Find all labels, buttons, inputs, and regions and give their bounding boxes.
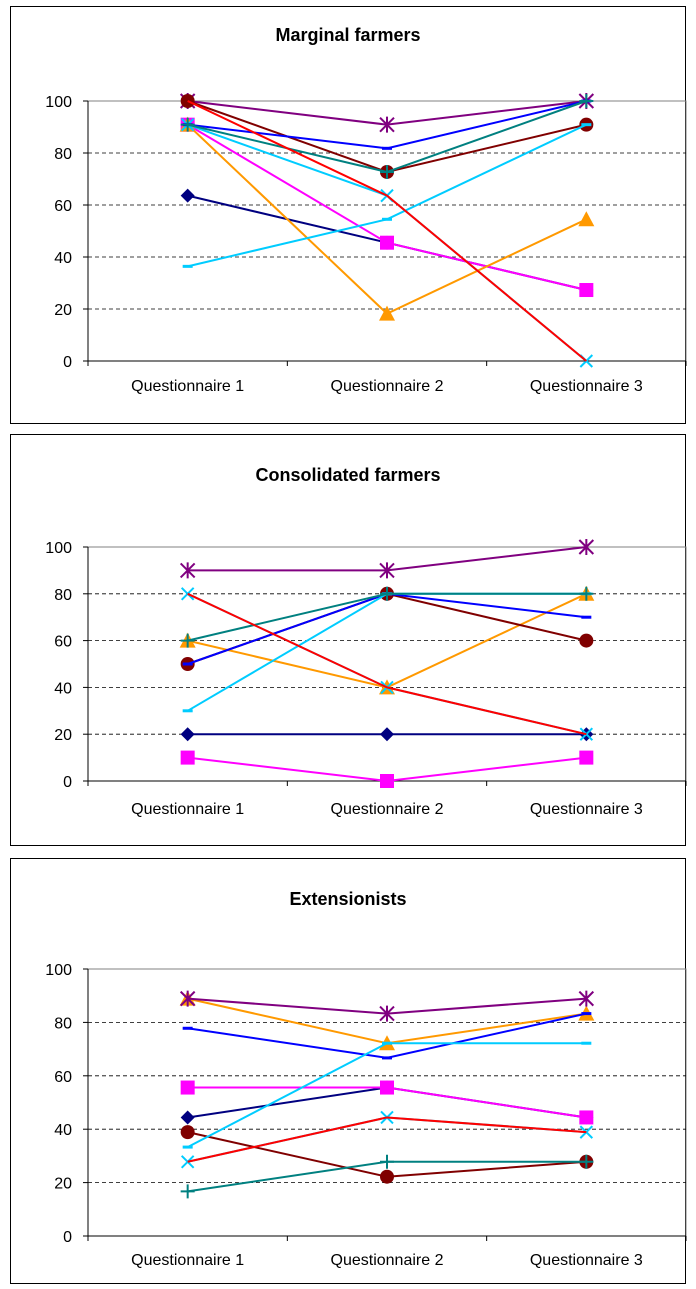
marker-dash bbox=[182, 1145, 193, 1149]
marker-dash bbox=[581, 615, 592, 619]
x-tick-label: Questionnaire 3 bbox=[530, 378, 643, 395]
series-line bbox=[187, 1116, 587, 1163]
chart-marginal-farmers: Marginal farmers 0 20 40 60 80 100 Questionnair… bbox=[10, 6, 687, 424]
y-tick-label: 80 bbox=[54, 1015, 72, 1032]
marker-star bbox=[179, 990, 196, 1007]
marker-dash bbox=[182, 264, 193, 268]
marker-star bbox=[578, 539, 595, 555]
series-8 bbox=[180, 94, 594, 179]
marker-dash bbox=[581, 123, 592, 127]
marker-plus bbox=[180, 117, 195, 132]
marker-plus bbox=[380, 164, 394, 179]
x-tick-label: Questionnaire 3 bbox=[530, 801, 643, 818]
marker-dash bbox=[382, 1041, 392, 1045]
marker-square bbox=[380, 774, 394, 788]
series-9 bbox=[187, 100, 587, 362]
marker-diamond bbox=[180, 727, 195, 742]
marker-triangle bbox=[379, 305, 395, 321]
marker-star bbox=[379, 562, 395, 579]
marker-plus bbox=[579, 94, 594, 108]
series-6 bbox=[182, 1012, 592, 1060]
marker-square bbox=[380, 1080, 394, 1095]
x-tick-label: Questionnaire 1 bbox=[131, 801, 244, 818]
series-line bbox=[187, 592, 587, 736]
series-1 bbox=[180, 117, 594, 298]
chart-frame bbox=[10, 6, 686, 424]
chart-extensionists: Extensionists 0 20 40 60 80 100 Questionnaire 1… bbox=[10, 858, 687, 1284]
y-tick-label: 40 bbox=[54, 250, 72, 267]
x-tick-label: Questionnaire 2 bbox=[331, 1252, 444, 1269]
x-tick-label: Questionnaire 3 bbox=[530, 1252, 643, 1269]
series-1 bbox=[180, 750, 594, 788]
chart-title: Marginal farmers bbox=[275, 25, 420, 45]
y-tick-label: 40 bbox=[54, 680, 72, 697]
y-tick-label: 100 bbox=[45, 540, 72, 557]
marker-star bbox=[578, 990, 595, 1007]
marker-diamond bbox=[180, 188, 195, 203]
y-tick-label: 20 bbox=[54, 727, 72, 744]
series-1 bbox=[180, 1080, 594, 1125]
marker-circle bbox=[180, 1125, 195, 1140]
marker-dash bbox=[382, 217, 392, 221]
marker-star bbox=[379, 116, 395, 133]
marker-plus bbox=[579, 586, 594, 601]
series-7 bbox=[182, 123, 592, 268]
marker-dash bbox=[382, 1056, 392, 1060]
marker-dash bbox=[581, 1041, 592, 1045]
marker-dash bbox=[382, 146, 392, 150]
marker-dash bbox=[182, 709, 193, 713]
marker-square bbox=[180, 1080, 195, 1095]
marker-circle bbox=[579, 633, 594, 648]
marker-plus bbox=[380, 586, 394, 601]
x-tick-label: Questionnaire 1 bbox=[131, 378, 244, 395]
x-tick-label: Questionnaire 2 bbox=[331, 378, 444, 395]
y-tick-label: 0 bbox=[63, 354, 72, 371]
chart-title: Consolidated farmers bbox=[255, 465, 440, 485]
y-tick-label: 20 bbox=[54, 1176, 72, 1193]
y-tick-label: 100 bbox=[45, 962, 72, 979]
series-line bbox=[187, 100, 587, 362]
marker-square bbox=[579, 1110, 594, 1125]
chart-title: Extensionists bbox=[289, 889, 406, 909]
y-tick-label: 80 bbox=[54, 587, 72, 604]
series-7 bbox=[182, 1041, 592, 1149]
series-9 bbox=[187, 1116, 587, 1163]
marker-star bbox=[379, 1005, 395, 1022]
marker-square bbox=[579, 283, 594, 298]
marker-diamond bbox=[180, 1110, 195, 1125]
y-tick-label: 60 bbox=[54, 634, 72, 651]
y-tick-label: 100 bbox=[45, 94, 72, 111]
marker-square bbox=[579, 750, 594, 765]
marker-square bbox=[380, 235, 394, 250]
marker-plus bbox=[180, 633, 195, 648]
y-tick-label: 60 bbox=[54, 1069, 72, 1086]
marker-dash bbox=[182, 662, 193, 666]
y-tick-label: 40 bbox=[54, 1122, 72, 1139]
chart-consolidated-farmers: Consolidated farmers 0 20 40 60 80 100 Question… bbox=[10, 434, 687, 846]
y-tick-label: 0 bbox=[63, 774, 72, 791]
y-tick-label: 20 bbox=[54, 302, 72, 319]
x-tick-label: Questionnaire 1 bbox=[131, 1252, 244, 1269]
series-9 bbox=[187, 592, 587, 736]
y-tick-label: 0 bbox=[63, 1229, 72, 1246]
series-4 bbox=[179, 990, 595, 1022]
marker-circle bbox=[380, 1169, 394, 1184]
marker-dash bbox=[581, 1012, 592, 1016]
marker-plus bbox=[180, 1184, 195, 1199]
marker-diamond bbox=[380, 727, 394, 742]
marker-star bbox=[179, 562, 196, 579]
y-tick-label: 80 bbox=[54, 146, 72, 163]
marker-plus bbox=[380, 1154, 394, 1169]
series-8 bbox=[180, 1154, 594, 1199]
x-tick-label: Questionnaire 2 bbox=[331, 801, 444, 818]
marker-dash bbox=[182, 1026, 193, 1030]
chart-frame bbox=[10, 858, 686, 1284]
marker-plus bbox=[579, 1154, 594, 1169]
y-tick-label: 60 bbox=[54, 198, 72, 215]
marker-triangle bbox=[578, 211, 595, 227]
marker-square bbox=[180, 750, 195, 765]
series-4 bbox=[179, 539, 595, 579]
